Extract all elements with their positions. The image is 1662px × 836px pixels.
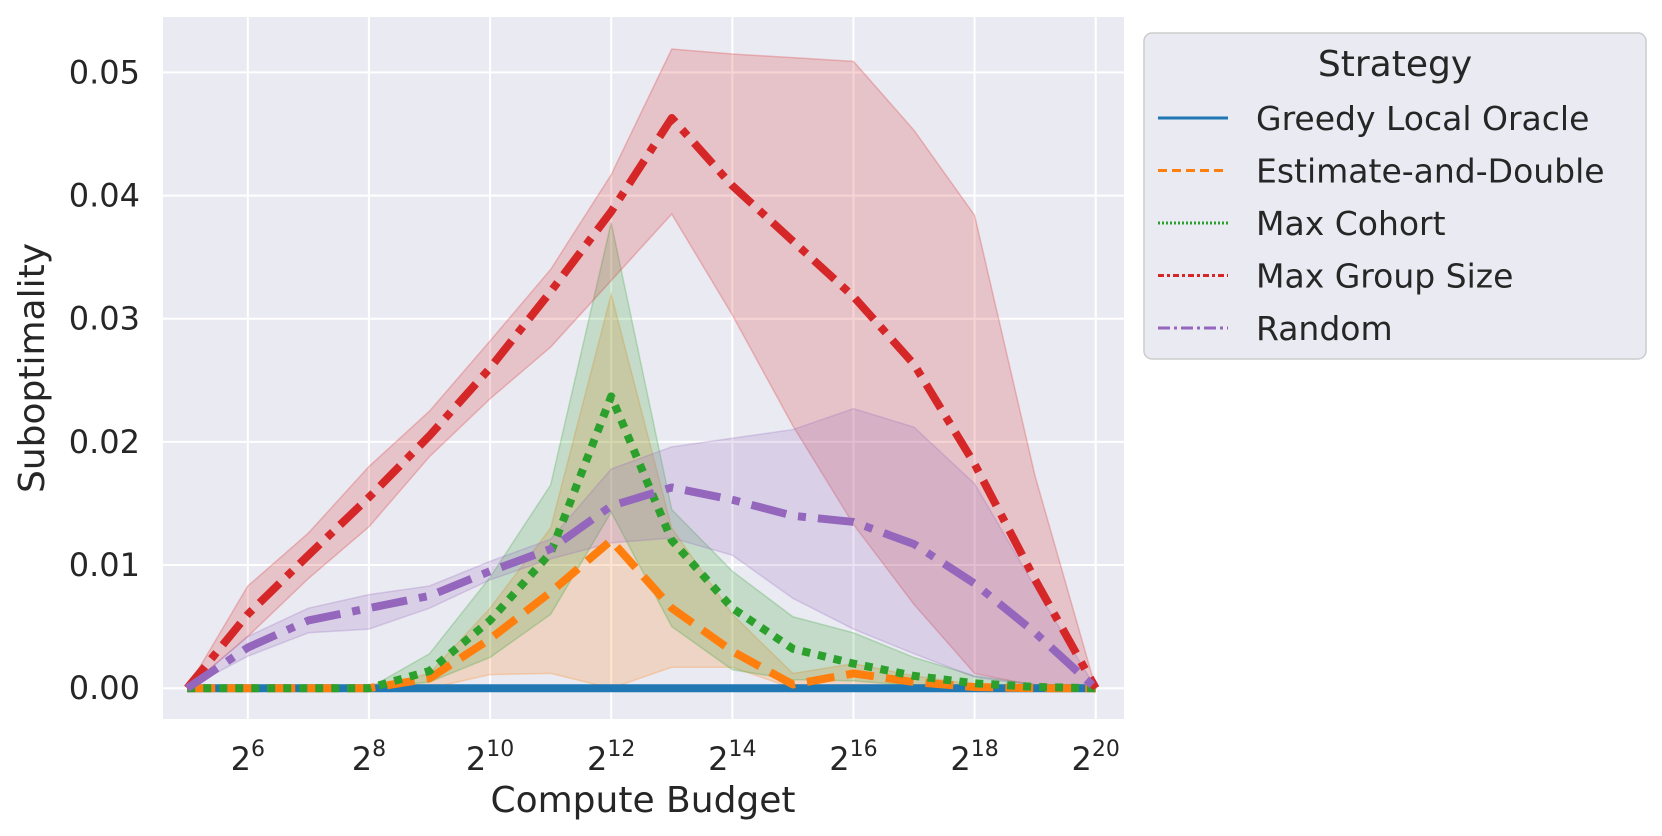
plot-area	[163, 17, 1124, 719]
x-tick-label: 214	[708, 737, 756, 778]
legend: Strategy Greedy Local Oracle Estimate-and…	[1143, 32, 1647, 360]
series-lines	[184, 113, 1100, 693]
legend-label: Max Group Size	[1256, 257, 1513, 296]
legend-title: Strategy	[1318, 44, 1472, 85]
x-tick-label: 28	[352, 737, 386, 778]
legend-items: Greedy Local Oracle Estimate-and-Double Ma…	[1158, 99, 1605, 348]
x-tick-label: 26	[231, 737, 265, 778]
legend-label: Estimate-and-Double	[1256, 152, 1605, 191]
y-tick-label: 0.03	[69, 300, 140, 338]
y-axis-label: Suboptimality	[12, 243, 53, 493]
x-axis-ticks: 26 28 210 212 214 216 218 220	[231, 737, 1120, 778]
x-tick-label: 212	[587, 737, 635, 778]
x-tick-label: 216	[829, 737, 877, 778]
y-tick-label: 0.02	[69, 423, 140, 461]
x-axis-label: Compute Budget	[490, 780, 795, 821]
series-line	[187, 392, 1096, 693]
series-line	[185, 483, 1099, 692]
y-tick-label: 0.04	[69, 177, 140, 215]
x-tick-label: 220	[1072, 737, 1120, 778]
legend-label: Greedy Local Oracle	[1256, 99, 1589, 138]
grid-lines	[163, 17, 1124, 719]
confidence-band	[187, 291, 1096, 689]
x-tick-label: 218	[950, 737, 998, 778]
series-line	[184, 113, 1100, 691]
y-tick-label: 0.00	[69, 669, 140, 707]
legend-label: Max Cohort	[1256, 204, 1446, 243]
y-tick-label: 0.01	[69, 546, 140, 584]
legend-label: Random	[1256, 309, 1393, 348]
series-line	[187, 536, 1096, 693]
x-tick-label: 210	[466, 737, 514, 778]
y-axis-ticks: 0.00 0.01 0.02 0.03 0.04 0.05	[69, 53, 140, 707]
legend-box	[1143, 32, 1647, 360]
y-tick-label: 0.05	[69, 53, 140, 91]
